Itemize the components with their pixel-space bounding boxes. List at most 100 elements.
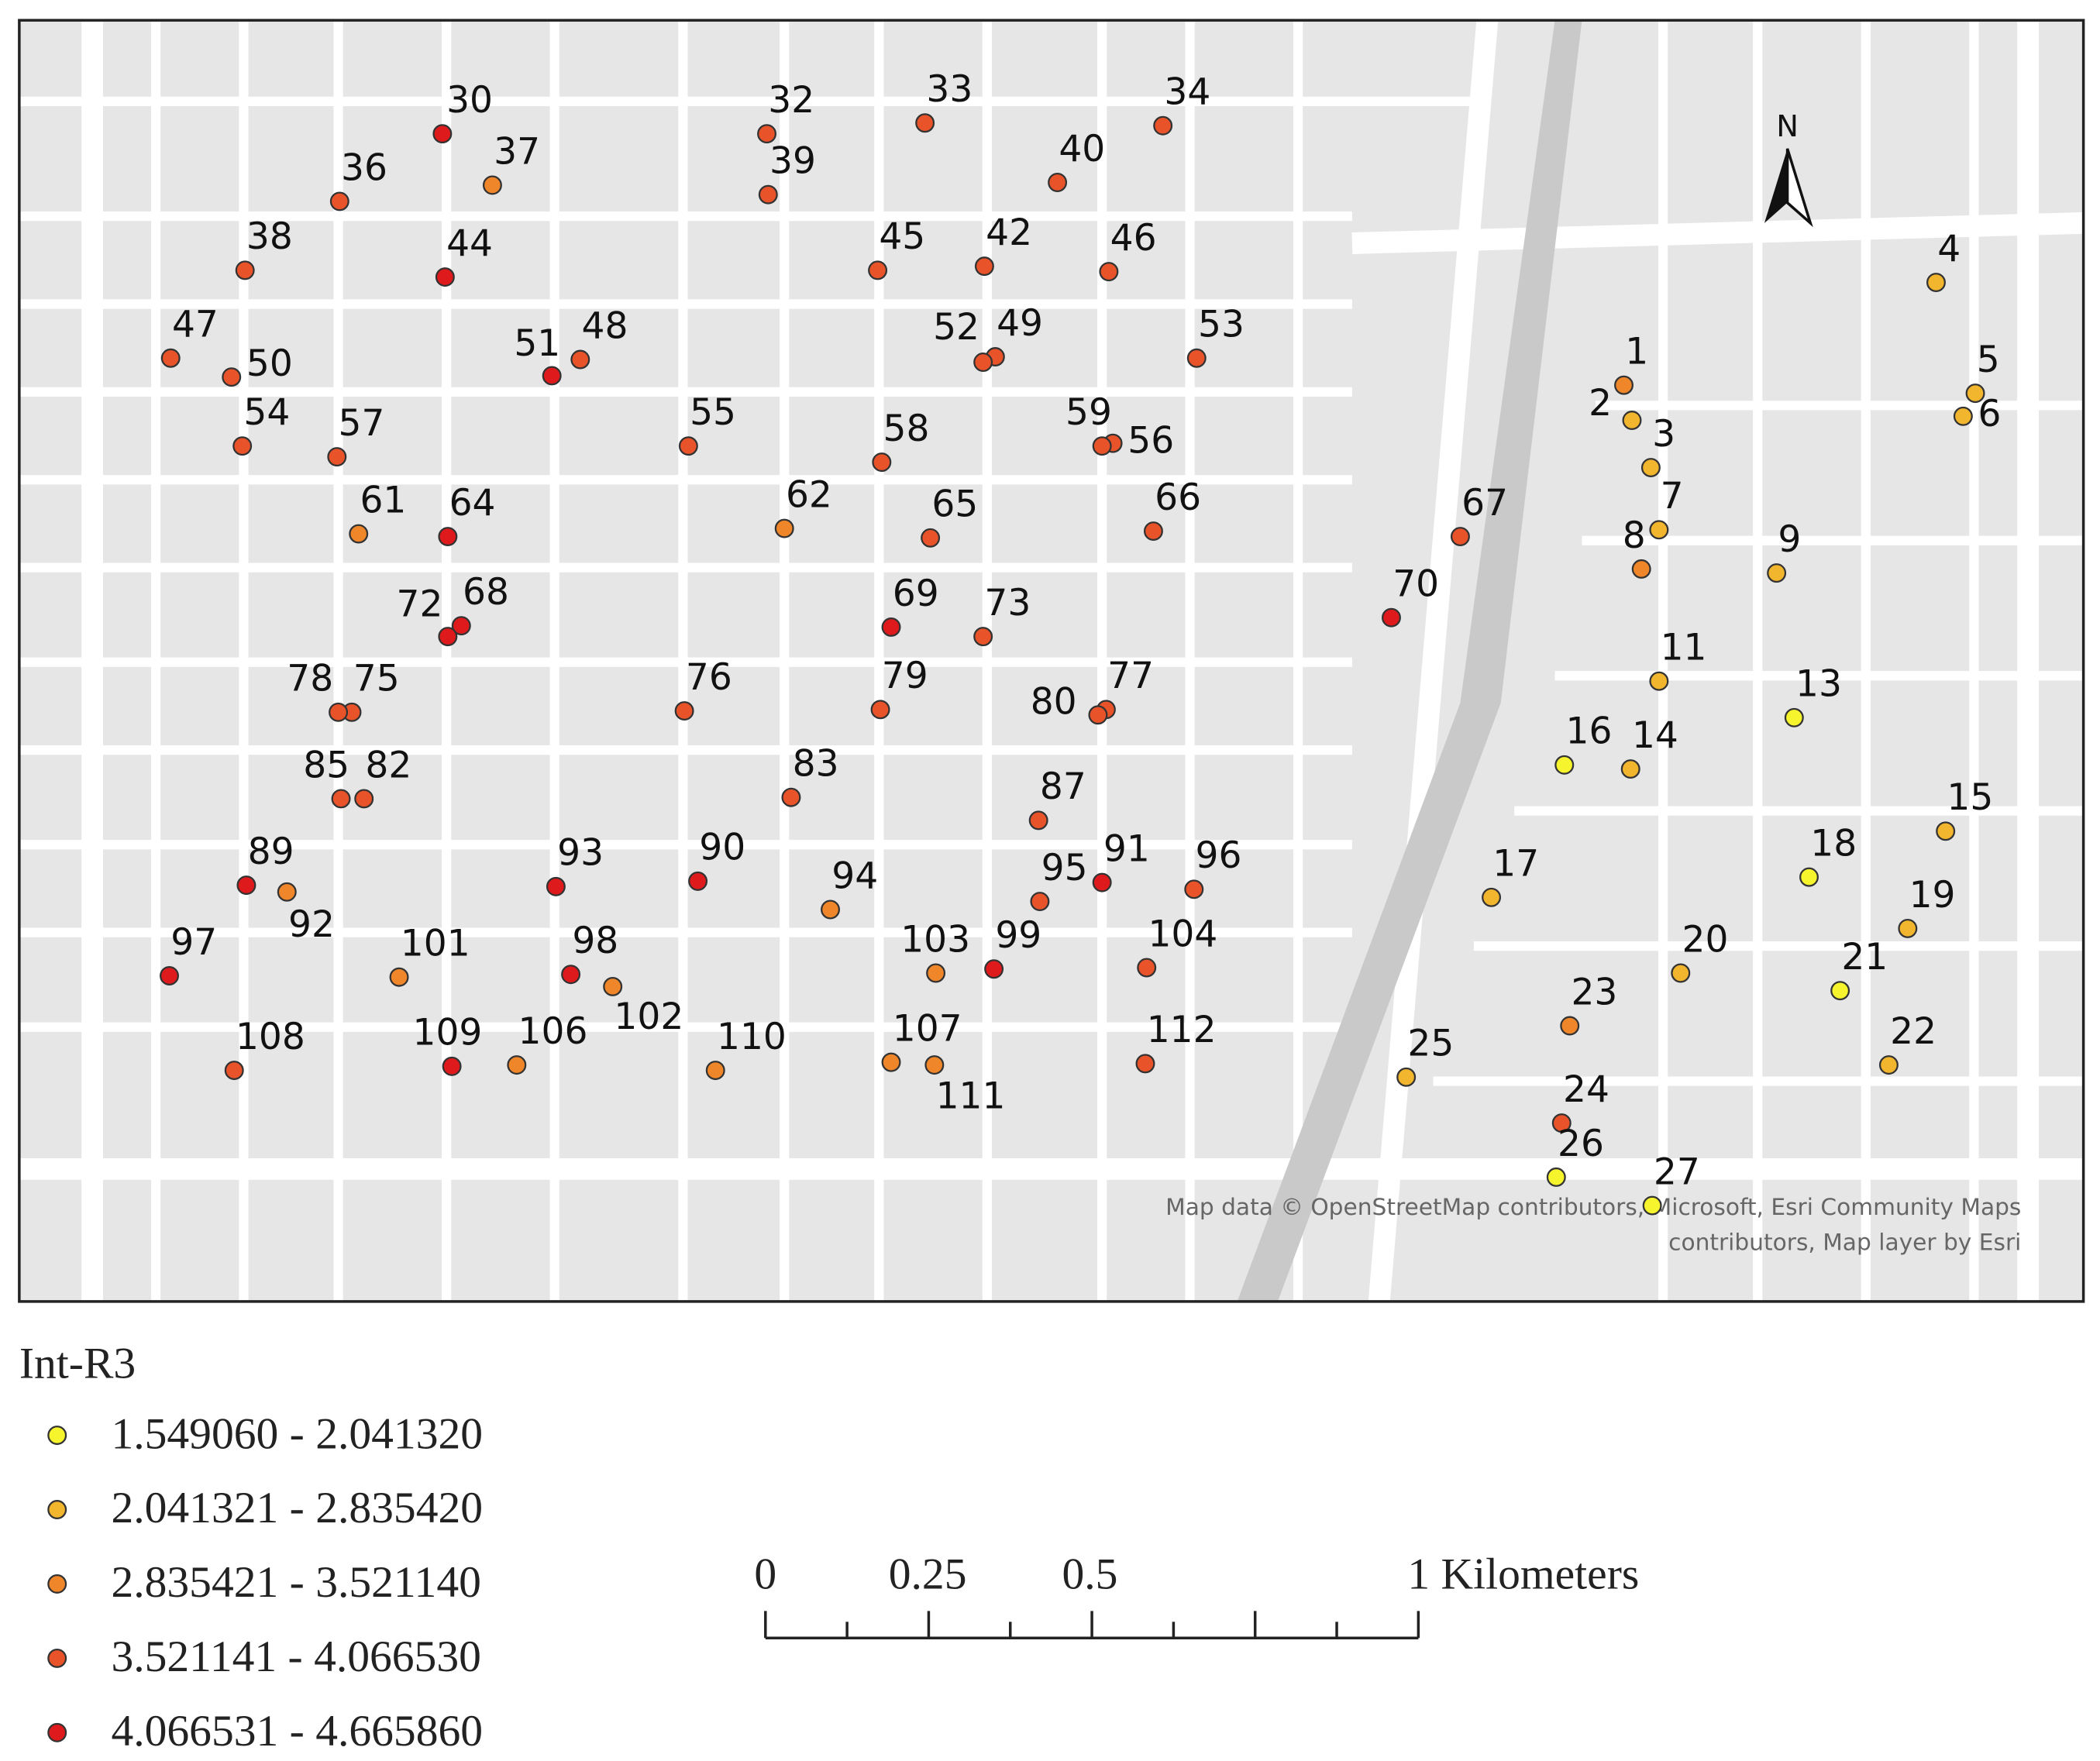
point-label: 68: [463, 571, 509, 614]
map-point: [1028, 810, 1048, 831]
map-point: [546, 876, 566, 896]
map-point: [354, 789, 374, 809]
point-label: 110: [717, 1016, 787, 1058]
point-label: 79: [882, 655, 928, 697]
point-label: 80: [1031, 680, 1077, 723]
map-point: [1649, 671, 1669, 691]
point-label: 11: [1661, 627, 1707, 669]
north-label: N: [1776, 109, 1799, 144]
point-label: 99: [995, 914, 1041, 957]
point-label: 104: [1148, 913, 1217, 955]
map-point: [442, 1056, 462, 1076]
point-label: 42: [986, 212, 1032, 254]
map-point: [758, 184, 778, 205]
map-point: [1830, 981, 1850, 1001]
point-label: 26: [1558, 1123, 1604, 1165]
map-point: [438, 527, 458, 547]
map-point: [1878, 1055, 1899, 1075]
map-point: [561, 965, 581, 985]
map-point: [1048, 173, 1068, 192]
map-point: [542, 366, 562, 386]
point-label: 103: [900, 918, 970, 961]
legend-symbol: [47, 1500, 67, 1520]
legend-label: 3.521141 - 4.066530: [111, 1632, 480, 1681]
legend-label: 2.041321 - 2.835420: [111, 1484, 483, 1532]
scale-bar: 0 0.25 0.5 1 Kilometers: [754, 1550, 1639, 1640]
legend-label: 4.066531 - 4.665860: [111, 1707, 483, 1756]
map-point: [973, 353, 993, 372]
scale-label: 0: [754, 1550, 776, 1599]
point-label: 82: [365, 744, 411, 786]
point-label: 16: [1566, 710, 1613, 753]
map-point: [821, 899, 841, 920]
scale-label: 0.25: [889, 1550, 967, 1599]
point-label: 44: [446, 222, 493, 265]
point-label: 37: [494, 130, 540, 173]
legend-symbol: [47, 1648, 67, 1668]
map-point: [926, 963, 946, 983]
point-label: 34: [1164, 71, 1210, 114]
map-point: [1482, 887, 1502, 907]
point-label: 5: [1977, 339, 2000, 381]
map-point: [881, 1052, 901, 1072]
point-label: 48: [582, 304, 628, 347]
point-label: 3: [1652, 413, 1675, 456]
map-point: [1546, 1167, 1566, 1187]
point-label: 87: [1040, 765, 1086, 808]
map-point: [921, 528, 941, 548]
map-point: [1186, 348, 1207, 368]
map-point: [327, 447, 347, 467]
map-point: [924, 1055, 945, 1075]
point-label: 89: [248, 831, 294, 873]
legend-label: 1.549060 - 2.041320: [111, 1409, 483, 1458]
attribution: Map data © OpenStreetMap contributors, M…: [1165, 1193, 2021, 1220]
legend-symbol: [47, 1722, 67, 1742]
point-label: 75: [353, 658, 400, 700]
point-label: 51: [514, 322, 560, 365]
point-label: 24: [1563, 1068, 1609, 1111]
point-label: 39: [769, 140, 816, 183]
map-point: [232, 436, 253, 456]
point-label: 66: [1155, 476, 1201, 519]
map-point: [868, 260, 888, 280]
point-label: 65: [931, 483, 978, 526]
point-label: 14: [1632, 714, 1678, 757]
point-label: 72: [397, 583, 443, 626]
point-label: 13: [1795, 663, 1842, 706]
point-label: 36: [341, 146, 387, 189]
point-label: 8: [1623, 514, 1646, 557]
point-label: 111: [936, 1075, 1006, 1118]
point-label: 9: [1778, 518, 1801, 561]
point-label: 17: [1492, 843, 1539, 886]
point-label: 61: [360, 479, 406, 521]
point-label: 83: [793, 743, 839, 786]
map-point: [1184, 879, 1204, 899]
map-point: [235, 260, 255, 280]
map-point: [432, 124, 453, 144]
map-point: [1137, 958, 1157, 978]
map-point: [1953, 406, 1973, 426]
point-label: 106: [518, 1010, 588, 1053]
map-point: [1135, 1054, 1155, 1074]
point-label: 94: [831, 855, 878, 897]
point-label: 1: [1625, 331, 1648, 373]
map-point: [674, 701, 694, 721]
map-point: [1099, 262, 1119, 282]
map-point: [1560, 1016, 1580, 1036]
point-label: 78: [287, 658, 333, 700]
map-point: [1965, 383, 1985, 404]
map-point: [915, 113, 935, 133]
map-point: [974, 256, 994, 277]
map-point: [277, 882, 297, 902]
point-label: 25: [1407, 1023, 1454, 1065]
map-point: [1631, 559, 1651, 579]
point-label: 64: [449, 482, 496, 525]
point-label: 30: [446, 79, 493, 122]
map-point: [1396, 1067, 1417, 1087]
point-label: 58: [883, 408, 930, 450]
point-label: 96: [1196, 834, 1242, 877]
point-label: 15: [1947, 776, 1993, 819]
map-point: [1649, 520, 1669, 540]
point-label: 53: [1198, 304, 1245, 346]
